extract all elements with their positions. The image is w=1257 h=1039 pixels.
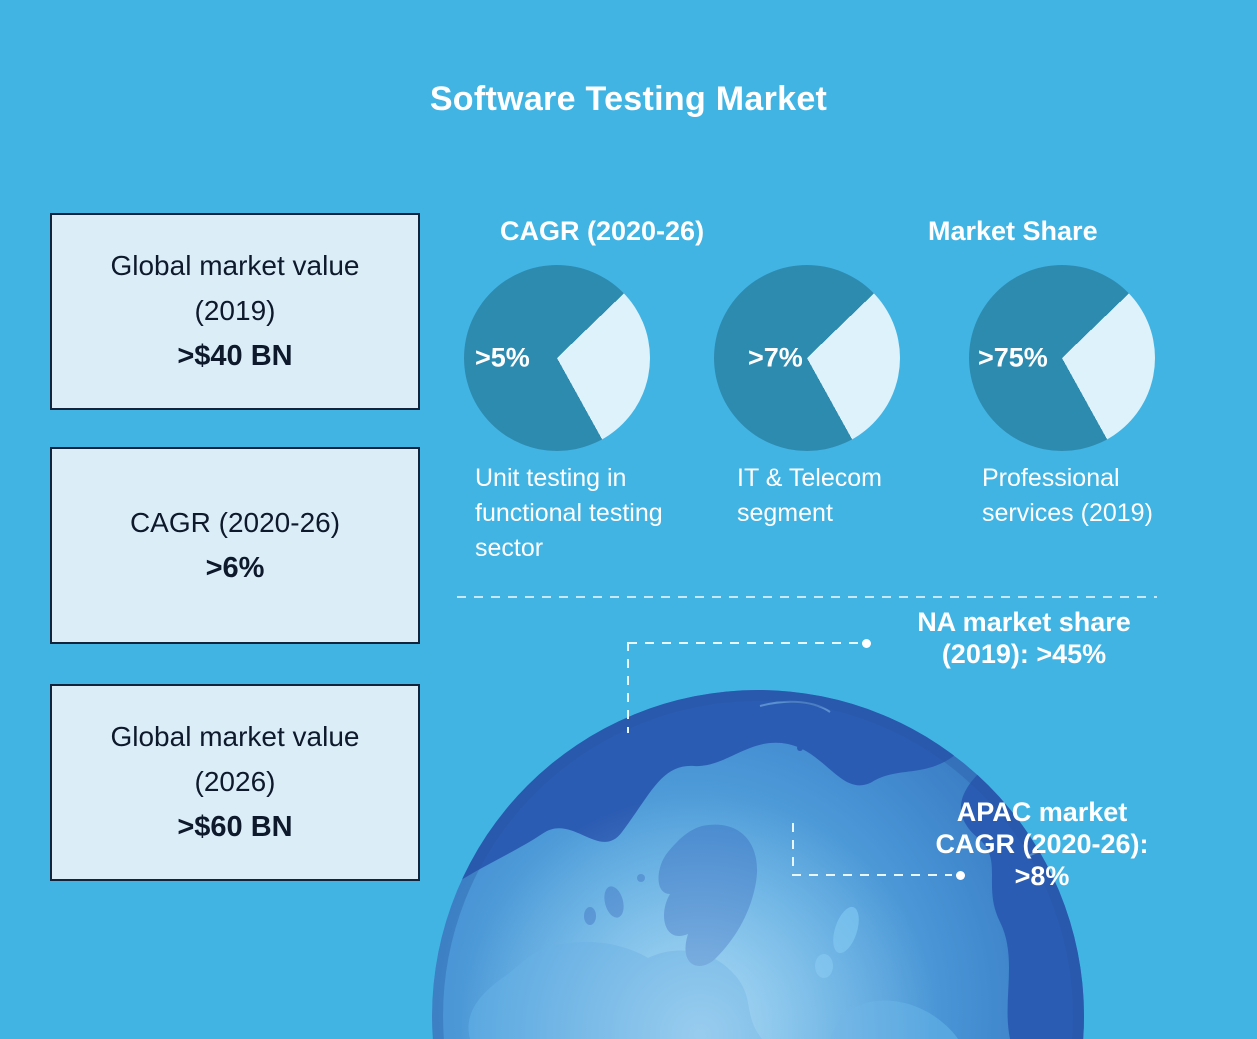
section-divider-dashed-line bbox=[457, 596, 1157, 598]
na-connector-line-vertical bbox=[627, 642, 629, 733]
stat-value: >6% bbox=[205, 551, 265, 584]
na-connector-line-horizontal bbox=[628, 642, 862, 644]
globe-illustration bbox=[432, 690, 1084, 1039]
stat-box-global-value-2026: Global market value (2026) >$60 BN bbox=[50, 684, 420, 881]
pie-chart-it-telecom: >7% bbox=[714, 265, 900, 451]
stat-label: Global market value bbox=[110, 721, 360, 752]
pie-value-label: >75% bbox=[978, 342, 1048, 373]
apac-connector-dot bbox=[956, 871, 965, 880]
stat-value: >$40 BN bbox=[177, 340, 293, 372]
stat-box-cagr: CAGR (2020-26) >6% bbox=[50, 447, 420, 644]
page-title: Software Testing Market bbox=[429, 80, 828, 118]
apac-connector-line-vertical bbox=[792, 823, 794, 876]
annotation-apac-cagr: APAC market CAGR (2020-26): >8% bbox=[935, 797, 1149, 891]
pie-value-label: >5% bbox=[475, 342, 530, 373]
stat-value: >$60 BN bbox=[177, 811, 293, 843]
pie-caption-unit-testing: Unit testing in functional testing secto… bbox=[475, 464, 663, 562]
pie-value-label: >7% bbox=[748, 342, 803, 373]
stat-label: CAGR (2020-26) bbox=[129, 506, 341, 538]
annotation-na-market-share: NA market share (2019): >45% bbox=[917, 607, 1131, 669]
pie-caption-professional-services: Professional services (2019) bbox=[982, 464, 1153, 527]
stat-sub: (2026) bbox=[194, 766, 276, 797]
stat-label: Global market value bbox=[110, 250, 360, 281]
pie-caption-it-telecom: IT & Telecom segment bbox=[737, 464, 882, 527]
section-header-cagr: CAGR (2020-26) bbox=[500, 216, 705, 246]
stat-sub: (2019) bbox=[194, 295, 276, 326]
stat-box-global-value-2019: Global market value (2019) >$40 BN bbox=[50, 213, 420, 410]
pie-chart-professional-services: >75% bbox=[969, 265, 1155, 451]
na-connector-dot bbox=[862, 639, 871, 648]
section-header-market-share: Market Share bbox=[928, 216, 1098, 246]
apac-connector-line-horizontal bbox=[792, 874, 952, 876]
pie-chart-unit-testing: >5% bbox=[464, 265, 650, 451]
